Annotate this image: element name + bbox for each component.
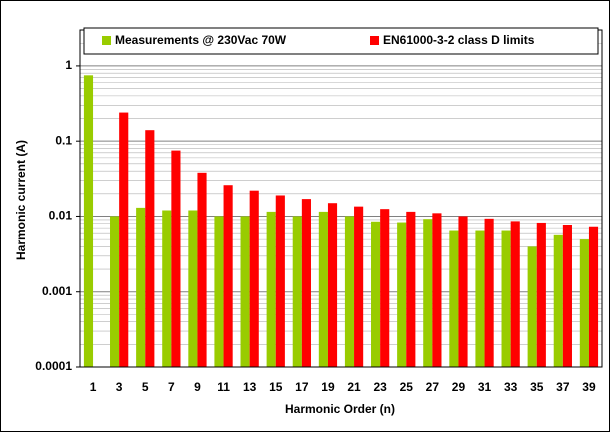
x-tick-label: 37 bbox=[556, 380, 570, 394]
x-tick-label: 25 bbox=[400, 380, 414, 394]
bar bbox=[458, 216, 468, 367]
bar bbox=[475, 230, 485, 367]
x-tick-label: 13 bbox=[243, 380, 257, 394]
bar bbox=[344, 216, 355, 367]
bar bbox=[136, 207, 146, 367]
x-tick-label: 9 bbox=[194, 380, 201, 394]
bar bbox=[162, 210, 172, 367]
y-tick-label: 0.01 bbox=[49, 209, 73, 223]
x-tick-label: 21 bbox=[347, 380, 361, 394]
x-tick-label: 31 bbox=[478, 380, 492, 394]
legend-box bbox=[83, 27, 599, 55]
x-tick-label: 15 bbox=[269, 380, 283, 394]
y-tick-label: 0.001 bbox=[42, 284, 72, 298]
legend-swatch bbox=[370, 36, 379, 45]
bar bbox=[562, 225, 572, 367]
legend-label: Measurements @ 230Vac 70W bbox=[115, 33, 287, 47]
x-tick-label: 1 bbox=[90, 380, 97, 394]
bar bbox=[240, 216, 250, 367]
x-tick-label: 17 bbox=[295, 380, 309, 394]
x-tick-label: 3 bbox=[116, 380, 123, 394]
x-tick-label: 35 bbox=[530, 380, 544, 394]
bar bbox=[536, 222, 546, 367]
bar bbox=[449, 230, 459, 367]
y-tick-label: 0.0001 bbox=[35, 359, 72, 373]
bar bbox=[397, 222, 407, 367]
bar bbox=[188, 210, 198, 367]
bar bbox=[380, 209, 390, 367]
legend-label: EN61000-3-2 class D limits bbox=[383, 33, 535, 47]
x-tick-label: 23 bbox=[373, 380, 387, 394]
bar bbox=[110, 216, 120, 367]
bar bbox=[327, 203, 338, 367]
bar bbox=[527, 246, 537, 367]
x-tick-label: 5 bbox=[142, 380, 149, 394]
x-tick-label: 39 bbox=[582, 380, 596, 394]
bar bbox=[171, 150, 181, 367]
x-tick-label: 29 bbox=[452, 380, 466, 394]
bar bbox=[145, 130, 155, 367]
bar bbox=[249, 190, 259, 367]
x-tick-label: 19 bbox=[321, 380, 335, 394]
bar bbox=[510, 221, 520, 367]
bar bbox=[275, 195, 285, 367]
y-axis-title: Harmonic current (A) bbox=[14, 140, 28, 260]
bar bbox=[197, 172, 207, 367]
bar bbox=[83, 75, 94, 368]
bar bbox=[214, 216, 224, 367]
x-tick-label: 11 bbox=[217, 380, 230, 394]
bar bbox=[119, 112, 129, 367]
bar bbox=[318, 211, 328, 367]
bar bbox=[354, 206, 364, 367]
bar bbox=[266, 211, 276, 367]
bar bbox=[371, 221, 381, 367]
plot-area bbox=[80, 30, 602, 367]
bar bbox=[406, 211, 416, 367]
bar bbox=[292, 216, 302, 367]
bar bbox=[553, 234, 563, 367]
bar bbox=[223, 185, 233, 367]
x-tick-label: 33 bbox=[504, 380, 518, 394]
bar bbox=[588, 226, 599, 367]
x-tick-label: 7 bbox=[168, 380, 175, 394]
y-tick-label: 1 bbox=[65, 58, 72, 72]
bar bbox=[301, 199, 311, 367]
bar bbox=[501, 230, 511, 367]
x-tick-label: 27 bbox=[426, 380, 440, 394]
x-axis-title: Harmonic Order (n) bbox=[285, 402, 395, 416]
bar bbox=[423, 219, 433, 367]
bar bbox=[432, 213, 442, 367]
legend-swatch bbox=[102, 36, 111, 45]
bar bbox=[484, 218, 494, 367]
y-tick-label: 0.1 bbox=[55, 133, 72, 147]
bar bbox=[579, 239, 589, 367]
